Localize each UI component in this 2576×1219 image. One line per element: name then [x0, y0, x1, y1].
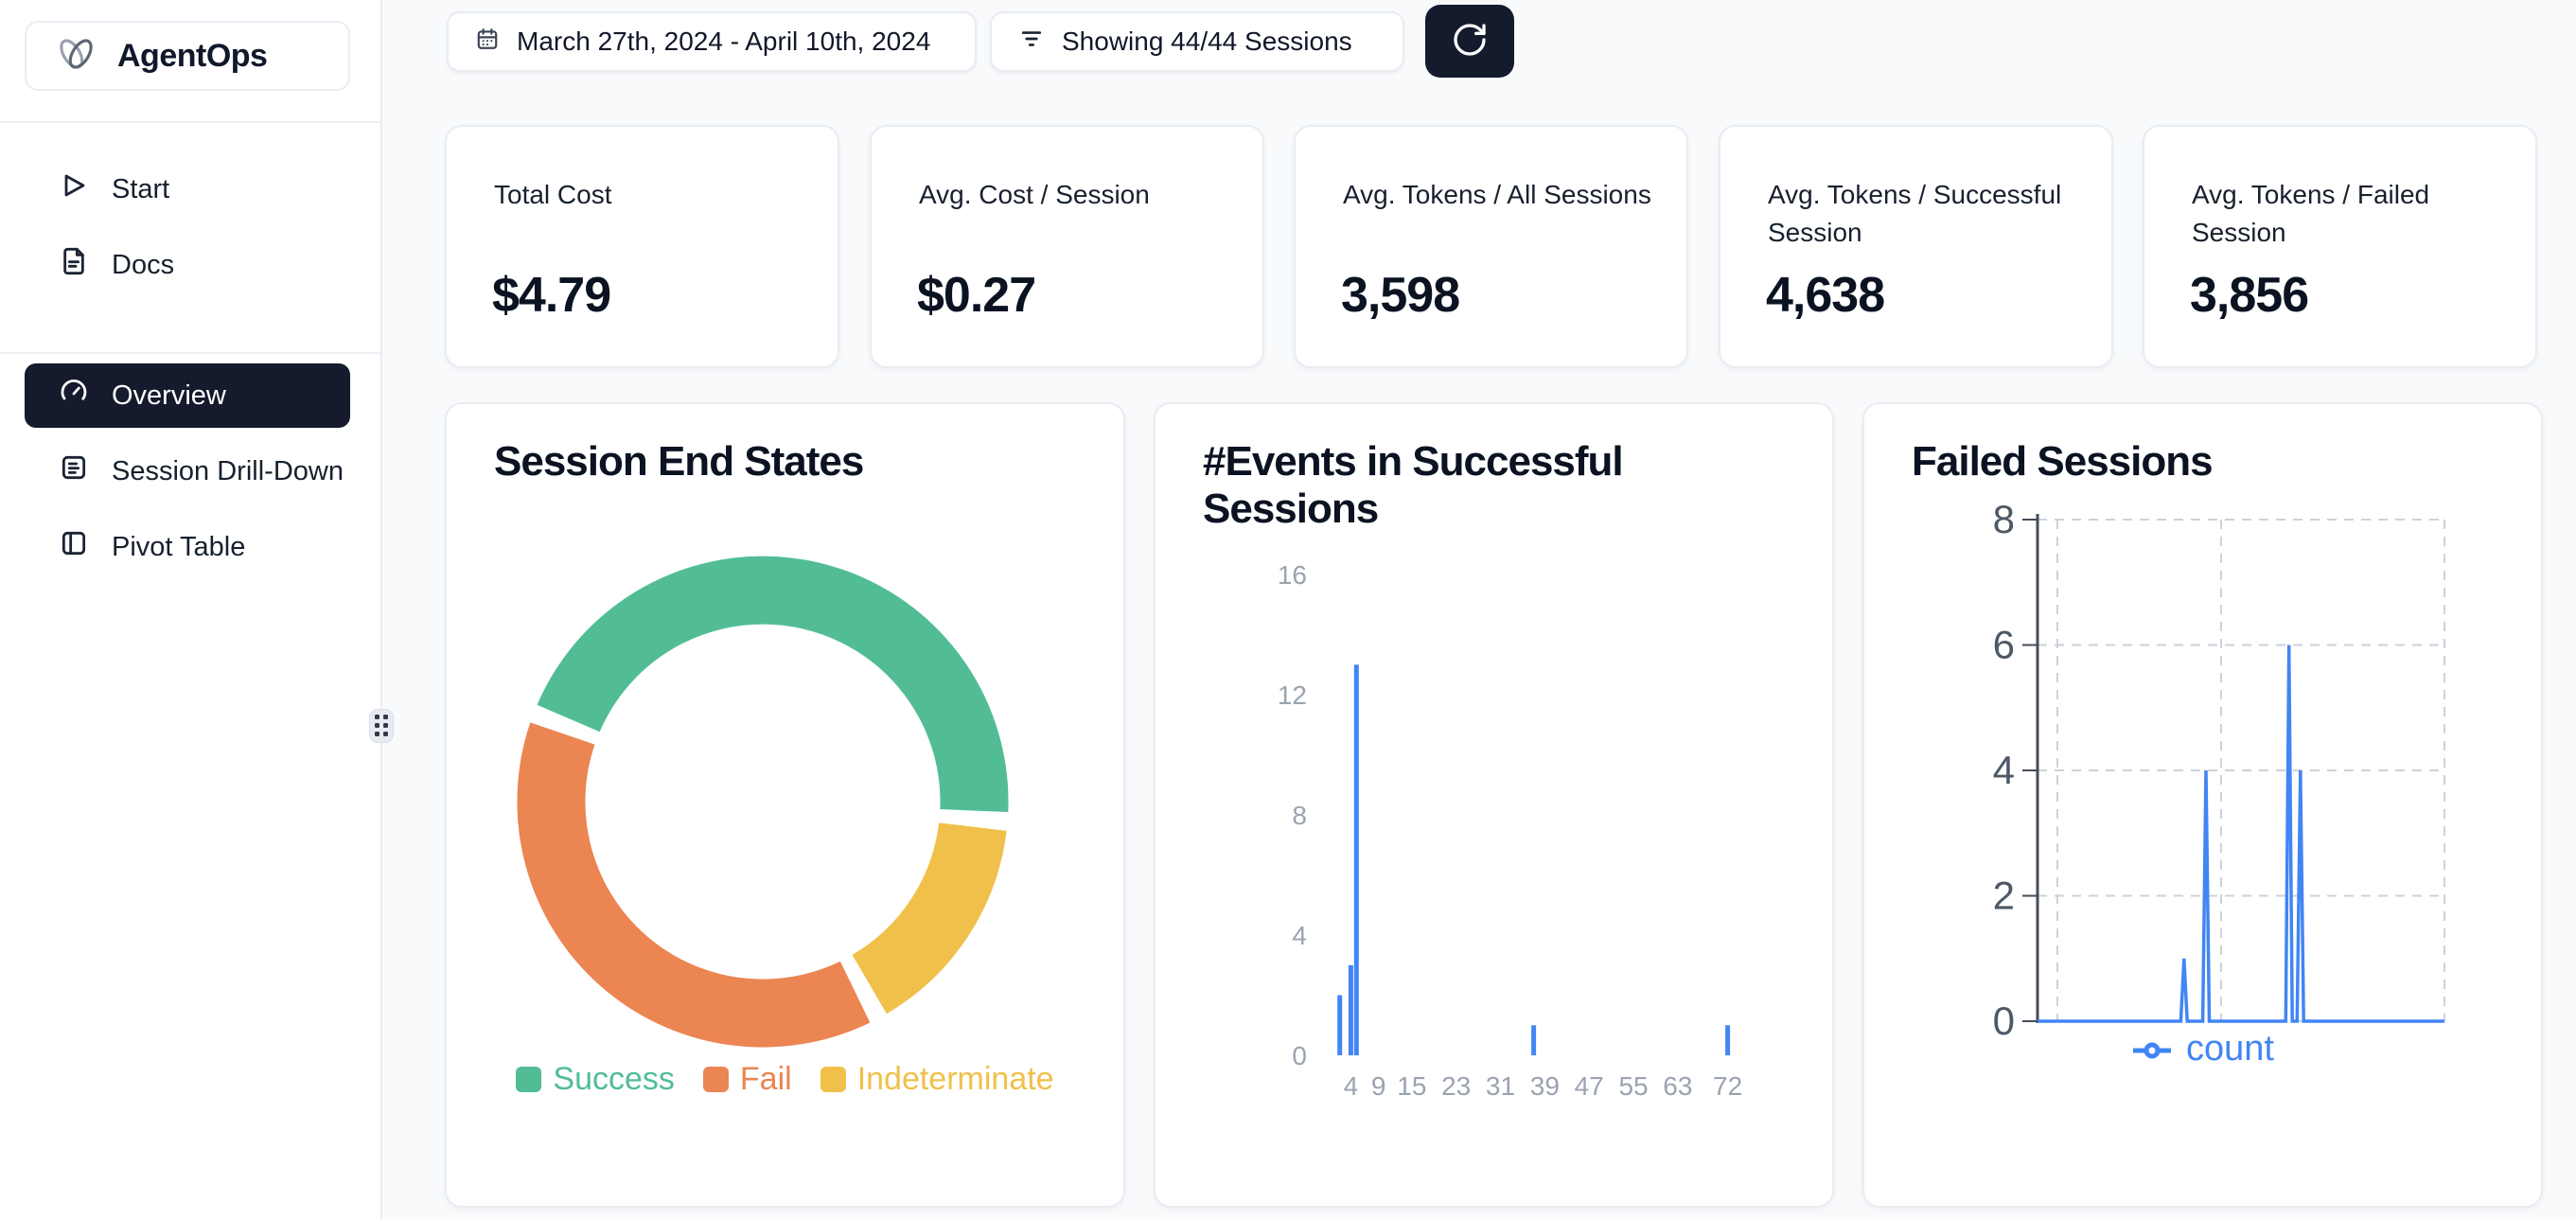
- count-legend[interactable]: count: [1864, 1027, 2541, 1070]
- legend-swatch: [702, 1066, 729, 1092]
- y-tick-label: 16: [1278, 560, 1307, 590]
- stat-value: 3,856: [2190, 268, 2309, 323]
- y-tick-label: 8: [1292, 801, 1307, 830]
- x-tick-label: 63: [1663, 1071, 1692, 1101]
- date-range-button[interactable]: March 27th, 2024 - April 10th, 2024: [447, 11, 977, 72]
- stat-value: 4,638: [1766, 268, 1885, 323]
- document-icon: [59, 246, 89, 284]
- sidebar: AgentOps Start Docs Overview Session Dri…: [0, 0, 382, 1219]
- legend-label: Indeterminate: [856, 1060, 1054, 1097]
- y-tick-label: 0: [1993, 998, 2015, 1043]
- stat-value: $0.27: [917, 268, 1036, 323]
- y-tick-label: 8: [1993, 497, 2015, 541]
- refresh-icon: [1451, 21, 1489, 62]
- paperclips-logo-icon: [55, 32, 98, 80]
- sidebar-divider: [0, 352, 382, 354]
- stat-card-total-cost: Total Cost $4.79: [445, 125, 839, 368]
- legend-item-success[interactable]: Success: [516, 1061, 675, 1098]
- y-tick-label: 12: [1278, 680, 1307, 710]
- x-tick-label: 15: [1397, 1071, 1426, 1101]
- sidebar-resize-handle[interactable]: [369, 709, 394, 743]
- histogram-bar[interactable]: [1353, 664, 1359, 1056]
- legend-item-indeterminate[interactable]: Indeterminate: [820, 1061, 1054, 1098]
- count-legend-label: count: [2186, 1028, 2274, 1069]
- y-tick-label: 2: [1993, 874, 2015, 918]
- sessions-filter-label: Showing 44/44 Sessions: [1062, 26, 1352, 56]
- donut-legend: Success Fail Indeterminate: [447, 1057, 1123, 1101]
- sidebar-item-label: Overview: [112, 380, 226, 411]
- line-marker-icon: [2131, 1029, 2173, 1069]
- chart-title: Failed Sessions: [1912, 438, 2214, 485]
- donut-segment-success[interactable]: [537, 556, 1009, 812]
- sessions-filter-button[interactable]: Showing 44/44 Sessions: [990, 11, 1404, 72]
- stat-label: Avg. Tokens / Successful Session: [1768, 180, 2062, 247]
- session-end-states-card: Session End States Success Fail Indeterm…: [445, 402, 1125, 1208]
- sidebar-divider: [0, 121, 382, 123]
- sidebar-item-label: Pivot Table: [112, 531, 246, 562]
- sidebar-item-session-drill-down[interactable]: Session Drill-Down: [25, 439, 350, 504]
- sidebar-item-label: Docs: [112, 249, 175, 280]
- chart-title: Session End States: [494, 438, 864, 485]
- donut-chart[interactable]: [447, 404, 1127, 1210]
- filter-icon: [1018, 26, 1045, 59]
- stat-label: Avg. Tokens / Failed Session: [2192, 180, 2430, 247]
- stat-label: Avg. Cost / Session: [919, 180, 1150, 209]
- legend-swatch: [820, 1066, 846, 1092]
- chart-title: #Events in Successful Sessions: [1203, 438, 1624, 532]
- stat-card-avg-tokens-successful: Avg. Tokens / Successful Session 4,638: [1719, 125, 2113, 368]
- stat-label: Avg. Tokens / All Sessions: [1343, 180, 1651, 209]
- failed-sessions-chart[interactable]: 0 2 4 6 8: [1864, 404, 2545, 1210]
- y-tick-label: 4: [1292, 921, 1307, 950]
- refresh-button[interactable]: [1425, 5, 1514, 78]
- histogram-bar[interactable]: [1531, 1025, 1537, 1056]
- donut-segment-indeterminate[interactable]: [851, 822, 1007, 1015]
- y-tick-label: 6: [1993, 623, 2015, 667]
- donut-segment-fail[interactable]: [517, 722, 871, 1048]
- y-tick-label: 4: [1993, 748, 2015, 792]
- legend-label: Success: [553, 1060, 675, 1097]
- histogram-bar[interactable]: [1337, 995, 1343, 1056]
- calendar-icon: [475, 26, 500, 58]
- x-tick-label: 47: [1575, 1071, 1604, 1101]
- x-tick-label: 55: [1618, 1071, 1648, 1101]
- sidebar-item-overview[interactable]: Overview: [25, 363, 350, 428]
- stat-value: 3,598: [1341, 268, 1460, 323]
- stat-label: Total Cost: [494, 180, 612, 209]
- x-tick-label: 72: [1713, 1071, 1742, 1101]
- x-tick-label: 31: [1486, 1071, 1515, 1101]
- sidebar-item-pivot-table[interactable]: Pivot Table: [25, 515, 350, 579]
- histogram-bar[interactable]: [1348, 964, 1353, 1056]
- histogram-bar[interactable]: [1725, 1025, 1731, 1056]
- play-icon: [59, 170, 89, 208]
- sidebar-item-label: Session Drill-Down: [112, 455, 344, 486]
- legend-label: Fail: [739, 1060, 792, 1097]
- x-tick-label: 39: [1530, 1071, 1560, 1101]
- list-icon: [59, 452, 89, 490]
- x-tick-label: 4: [1344, 1071, 1359, 1101]
- sidebar-item-start[interactable]: Start: [25, 157, 350, 221]
- y-tick-label: 0: [1292, 1041, 1307, 1070]
- sidebar-item-docs[interactable]: Docs: [25, 233, 350, 297]
- logo[interactable]: AgentOps: [25, 21, 350, 91]
- panel-left-icon: [59, 528, 89, 566]
- stat-card-avg-tokens-failed: Avg. Tokens / Failed Session 3,856: [2143, 125, 2537, 368]
- count-line-series[interactable]: [2038, 645, 2444, 1023]
- stat-value: $4.79: [492, 268, 611, 323]
- legend-item-fail[interactable]: Fail: [702, 1060, 792, 1098]
- x-tick-label: 23: [1441, 1071, 1471, 1101]
- events-histogram-card: #Events in Successful Sessions 0 4 8 12 16 4 9…: [1154, 402, 1834, 1208]
- date-range-label: March 27th, 2024 - April 10th, 2024: [517, 26, 931, 56]
- stat-card-avg-tokens-all: Avg. Tokens / All Sessions 3,598: [1294, 125, 1688, 368]
- stat-card-avg-cost-session: Avg. Cost / Session $0.27: [870, 125, 1264, 368]
- sidebar-item-label: Start: [112, 173, 170, 204]
- legend-swatch: [516, 1066, 542, 1092]
- x-tick-label: 9: [1371, 1071, 1386, 1101]
- app-title: AgentOps: [117, 37, 268, 74]
- gauge-icon: [59, 377, 89, 415]
- failed-sessions-card: Failed Sessions 0 2 4 6 8 count: [1862, 402, 2543, 1208]
